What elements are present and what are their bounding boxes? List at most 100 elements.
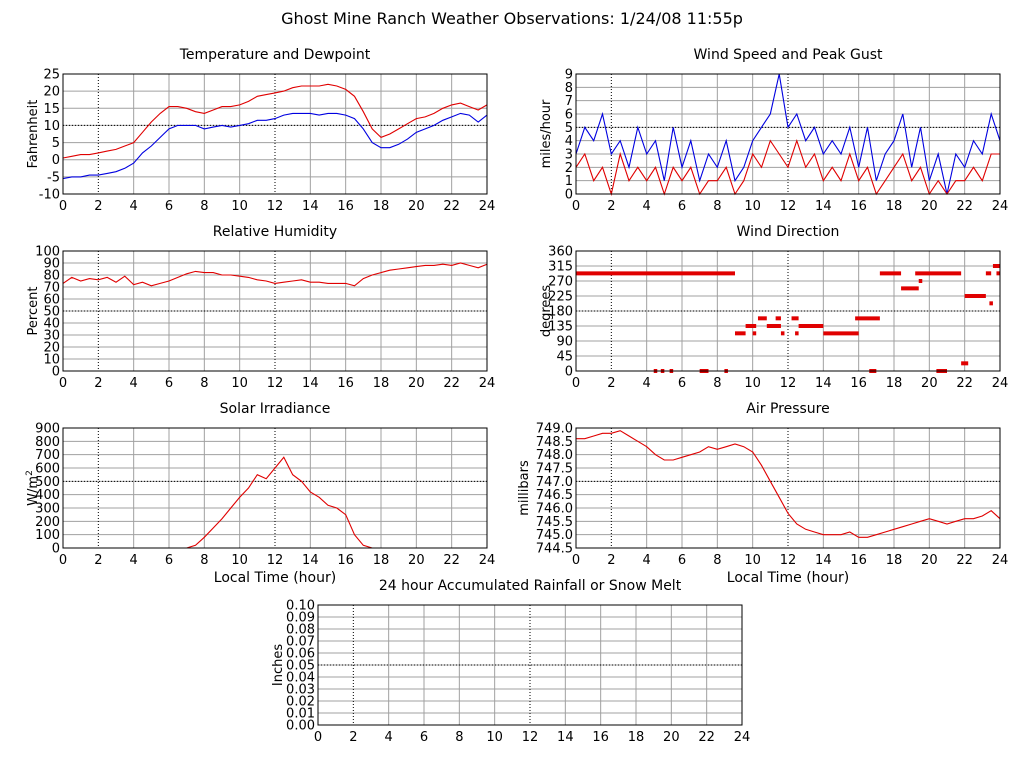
y-tick-label: 0.03 [286,683,315,698]
x-tick-label: 18 [373,553,390,568]
x-tick-label: 22 [956,553,973,568]
y-tick-label: 100 [35,528,60,543]
x-tick-label: 24 [992,376,1009,391]
y-tick-label: 0.01 [286,707,315,722]
x-tick-label: 14 [302,199,319,214]
y-axis-label-text: W/m [26,476,41,506]
x-tick-label: 20 [408,199,425,214]
y-tick-label: 0.00 [286,719,315,734]
x-tick-label: 14 [302,376,319,391]
x-tick-label: 2 [607,376,615,391]
x-tick-label: 4 [643,376,651,391]
x-tick-label: 18 [886,199,903,214]
x-tick-label: 18 [886,553,903,568]
x-tick-label: 8 [713,376,721,391]
y-tick-label: 748.0 [536,448,573,463]
y-tick-label: 10 [43,353,60,368]
x-tick-label: 16 [850,376,867,391]
y-tick-label: 2 [565,161,573,176]
x-tick-label: 14 [815,376,832,391]
x-tick-label: 2 [607,199,615,214]
y-tick-label: 9 [565,68,573,83]
y-tick-label: 0.06 [286,647,315,662]
y-tick-label: 744.5 [536,542,573,557]
x-tick-label: 6 [420,730,428,745]
y-tick-label: 360 [548,245,573,260]
x-tick-label: 6 [678,553,686,568]
y-tick-label: 10 [43,119,60,134]
x-tick-label: 6 [678,376,686,391]
y-tick-label: 5 [565,121,573,136]
x-tick-label: 22 [956,376,973,391]
x-tick-label: 12 [522,730,539,745]
y-tick-label: 70 [43,281,60,296]
chart-title: Temperature and Dewpoint [179,47,371,63]
x-tick-label: 12 [267,553,284,568]
y-tick-label: 45 [556,350,573,365]
x-tick-label: 14 [302,553,319,568]
y-tick-label: 0 [52,542,60,557]
x-tick-label: 4 [130,553,138,568]
x-tick-label: 0 [59,199,67,214]
x-tick-label: 8 [200,553,208,568]
x-tick-label: 20 [408,376,425,391]
y-tick-label: 747.0 [536,475,573,490]
x-tick-label: 18 [628,730,645,745]
x-tick-label: 4 [130,199,138,214]
x-tick-label: 0 [59,553,67,568]
x-tick-label: 8 [455,730,463,745]
y-tick-label: 0 [565,188,573,203]
chart-title: Wind Speed and Peak Gust [694,47,883,63]
y-tick-label: 60 [43,293,60,308]
x-axis-label: Local Time (hour) [214,570,336,586]
x-tick-label: 22 [443,199,460,214]
y-tick-label: 30 [43,329,60,344]
y-axis-label-text: miles/hour [539,99,554,168]
y-tick-label: 1 [565,174,573,189]
chart-title: Wind Direction [737,224,840,240]
x-tick-label: 16 [850,199,867,214]
x-tick-label: 14 [557,730,574,745]
x-tick-label: 10 [231,376,248,391]
x-tick-label: 10 [744,376,761,391]
y-tick-label: 900 [35,422,60,437]
x-tick-label: 16 [592,730,609,745]
x-tick-label: 20 [663,730,680,745]
y-tick-label: 100 [35,245,60,260]
y-tick-label: 748.5 [536,435,573,450]
y-tick-label: 8 [565,81,573,96]
y-axis-label-text: Inches [271,644,286,686]
x-tick-label: 2 [94,376,102,391]
x-tick-label: 12 [267,199,284,214]
x-tick-label: 2 [94,553,102,568]
y-tick-label: 4 [565,134,573,149]
y-tick-label: 0.05 [286,659,315,674]
y-axis-label-text: Percent [26,287,41,336]
plot-frame [62,427,488,549]
x-tick-label: 6 [165,199,173,214]
y-axis-label: Inches [271,644,286,686]
x-tick-label: 18 [373,376,390,391]
y-tick-label: 0.09 [286,611,315,626]
plot-frame [575,73,1001,195]
x-tick-label: 18 [886,376,903,391]
chart-title: Solar Irradiance [220,401,331,417]
x-tick-label: 14 [815,553,832,568]
y-tick-label: 745.5 [536,515,573,530]
x-tick-label: 22 [956,199,973,214]
y-tick-label: 7 [565,94,573,109]
y-axis-label: degrees [539,285,554,338]
y-axis-label-superscript: 2 [25,470,35,476]
x-tick-label: 20 [921,199,938,214]
x-tick-label: 8 [713,199,721,214]
x-tick-label: 16 [850,553,867,568]
x-tick-label: 16 [337,199,354,214]
y-tick-label: 0.07 [286,635,315,650]
x-tick-label: 10 [744,199,761,214]
chart-title: Air Pressure [746,401,829,417]
y-tick-label: 5 [52,136,60,151]
x-tick-label: 8 [200,376,208,391]
y-axis-label: W/m2 [25,470,41,506]
